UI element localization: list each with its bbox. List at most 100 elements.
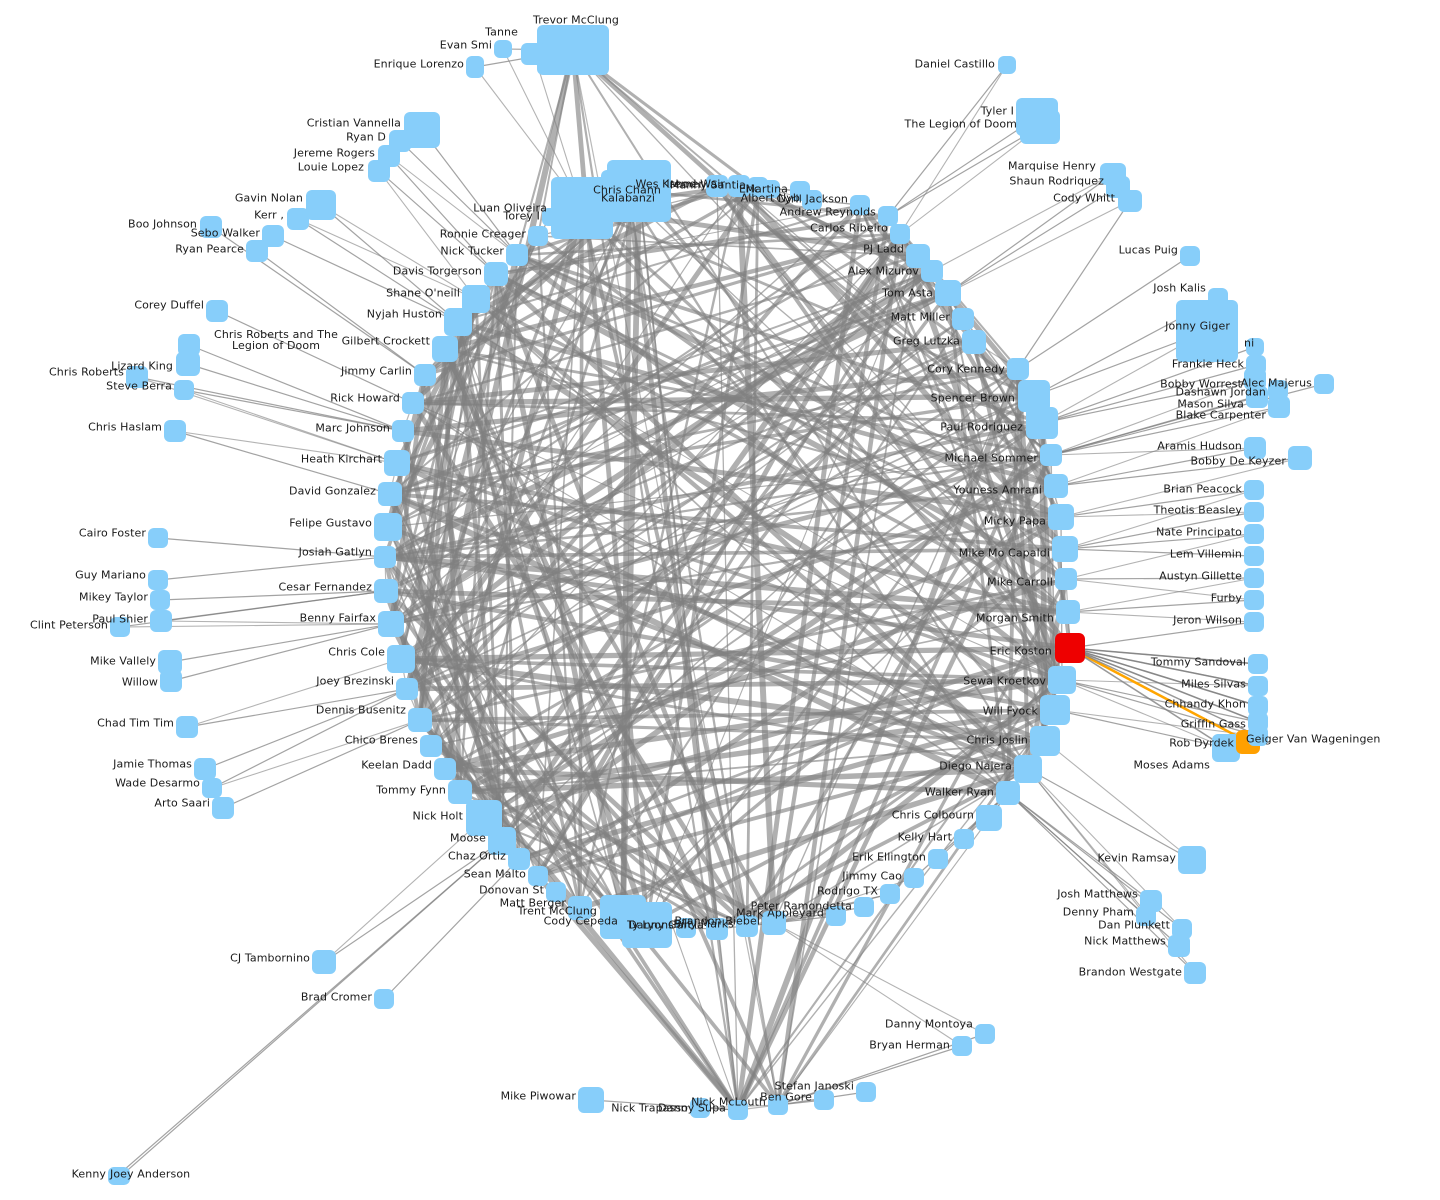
graph-node-donovan-st[interactable] (546, 882, 566, 902)
graph-node-micky-papa[interactable] (1048, 504, 1074, 530)
graph-node-willow[interactable] (160, 670, 182, 692)
graph-node-cesar-fernandez[interactable] (374, 579, 398, 603)
graph-node-brandon-biebel[interactable] (762, 911, 786, 935)
graph-node-enrique-lorenzo[interactable] (466, 56, 484, 78)
graph-node-chris-colbourn[interactable] (976, 805, 1002, 831)
graph-node-ronnie-creager[interactable] (528, 226, 548, 246)
graph-node-morgan-smith[interactable] (1056, 600, 1080, 624)
graph-node-diego-najera[interactable] (1014, 755, 1042, 783)
graph-node-cory-kennedy[interactable] (1007, 358, 1029, 380)
graph-node-louie-lopez[interactable] (368, 160, 390, 182)
graph-node-chris-joslin[interactable] (1030, 726, 1060, 756)
graph-node-stefan-janoski[interactable] (856, 1082, 876, 1102)
graph-node-bryan-herman[interactable] (952, 1036, 972, 1056)
graph-node-marc-johnson[interactable] (392, 420, 414, 442)
graph-node-josiah-gatlyn[interactable] (374, 546, 396, 568)
graph-node-rodrigo-tx[interactable] (880, 884, 900, 904)
graph-node-heath-kirchart[interactable] (384, 450, 410, 476)
graph-node-cairo-foster[interactable] (148, 528, 168, 548)
graph-node-sewa-kroetkov[interactable] (1048, 666, 1076, 694)
graph-node-danny-supa[interactable] (728, 1100, 748, 1120)
graph-node-boo-johnson[interactable] (200, 216, 222, 238)
graph-node-andrew-reynolds[interactable] (878, 206, 898, 226)
graph-node-griffin-gass[interactable] (1248, 712, 1268, 732)
graph-node-will-fyock[interactable] (1040, 695, 1070, 725)
graph-node-arto-saari[interactable] (212, 797, 234, 819)
graph-node-eric-2[interactable] (762, 180, 780, 198)
graph-node-paul-rodriguez[interactable] (1026, 407, 1058, 439)
graph-node-mikey-taylor[interactable] (150, 590, 170, 610)
graph-node-tom-asta[interactable] (935, 280, 961, 306)
graph-node-felipe-gustavo[interactable] (374, 513, 402, 541)
graph-node-jonny-giger[interactable] (1176, 300, 1238, 362)
graph-node-danny-montoya[interactable] (975, 1024, 995, 1044)
graph-node-chris-cole[interactable] (387, 645, 415, 673)
graph-node-rick-howard[interactable] (402, 392, 424, 414)
graph-node-youness-amrani[interactable] (1044, 474, 1068, 498)
graph-node-kerr[interactable] (287, 208, 309, 230)
graph-node-wade-desarmo[interactable] (202, 778, 222, 798)
graph-node-ryan-pearce[interactable] (246, 240, 268, 262)
graph-node-albert-nyberg[interactable] (802, 190, 822, 210)
graph-node-shane-oneill[interactable] (462, 285, 490, 313)
graph-node-torey-l[interactable] (542, 208, 560, 226)
graph-node-sean-malto[interactable] (528, 866, 548, 886)
graph-node-chhandy-khon[interactable] (1248, 696, 1268, 716)
graph-node-matt-berger[interactable] (568, 896, 592, 920)
graph-node-chico-brenes[interactable] (420, 735, 442, 757)
graph-node-tommy-fynn[interactable] (448, 780, 472, 804)
graph-node-aramis-hudson[interactable] (1244, 437, 1266, 459)
graph-node-sebo-walker[interactable] (262, 225, 284, 247)
graph-node-furby[interactable] (1244, 590, 1264, 610)
graph-node-wes-kremer[interactable] (706, 175, 728, 197)
graph-node-benny-fairfax[interactable] (378, 611, 404, 637)
graph-node-eric-koston[interactable] (1055, 633, 1085, 663)
graph-node-mason-silva[interactable] (1246, 386, 1268, 408)
graph-node-nick-matthews[interactable] (1168, 935, 1190, 957)
graph-node-gavin-nolan[interactable] (306, 190, 336, 220)
graph-node-moses-adams[interactable] (1212, 734, 1240, 762)
graph-node-miles-silvas[interactable] (1248, 676, 1268, 696)
graph-node-paul-shier[interactable] (150, 610, 172, 632)
graph-node-guy-mariano[interactable] (148, 570, 168, 590)
graph-node-tommy-sandoval[interactable] (1248, 654, 1268, 674)
graph-node-trevor-mcclung[interactable] (537, 25, 609, 75)
graph-node-frankie-heck[interactable] (1246, 355, 1266, 375)
graph-node-daniel-castillo[interactable] (998, 56, 1016, 74)
graph-node-matt-miller[interactable] (952, 308, 974, 330)
graph-node-kalabanzi[interactable] (601, 170, 657, 222)
graph-node-jeron-wilson[interactable] (1244, 612, 1264, 632)
graph-node-alec-majerus[interactable] (1314, 374, 1334, 394)
graph-node-davis-torgerson[interactable] (484, 262, 508, 286)
graph-node-nate-principato[interactable] (1244, 524, 1264, 544)
graph-node-josh-kalis[interactable] (1208, 288, 1228, 308)
graph-node-lem-villemin[interactable] (1244, 546, 1264, 566)
graph-node-walker-ryan[interactable] (996, 781, 1020, 805)
graph-node-mike-carroll[interactable] (1055, 568, 1077, 590)
graph-node-brad-cromer[interactable] (374, 989, 394, 1009)
graph-node-carlos-ribeiro[interactable] (890, 224, 910, 244)
graph-node-nick-mclouth[interactable] (768, 1095, 788, 1115)
graph-node-mark-appleyard[interactable] (826, 906, 846, 926)
graph-node-cody-whitt[interactable] (1118, 190, 1142, 212)
graph-node-legion-of-doom[interactable] (1020, 110, 1060, 144)
graph-node-trent-mcclung[interactable] (600, 895, 646, 939)
graph-node-peter-ramondetta[interactable] (854, 897, 874, 917)
graph-node-ishod-wair[interactable] (728, 175, 750, 197)
graph-node-jamie-thomas[interactable] (194, 758, 216, 780)
graph-node-josh-matthews[interactable] (1140, 890, 1162, 912)
graph-node-bobby-de-keyzer[interactable] (1288, 446, 1312, 470)
graph-node-spencer-brown[interactable] (1018, 380, 1050, 412)
graph-node-austyn-gillette[interactable] (1244, 568, 1264, 588)
graph-node-corey-duffel[interactable] (206, 300, 228, 322)
graph-node-cyril-jackson[interactable] (850, 195, 870, 215)
graph-node-dennis-busenitz[interactable] (408, 708, 432, 732)
graph-node-jimmy-cao[interactable] (904, 868, 924, 888)
graph-node-steve-berra[interactable] (174, 380, 194, 400)
graph-node-evan-smith[interactable] (494, 40, 512, 58)
graph-node-gilbert-crockett[interactable] (432, 336, 458, 362)
graph-node-billy-marks[interactable] (736, 915, 758, 937)
graph-node-chris-roberts-legion[interactable] (178, 334, 200, 356)
graph-node-chris-haslam[interactable] (164, 420, 186, 442)
